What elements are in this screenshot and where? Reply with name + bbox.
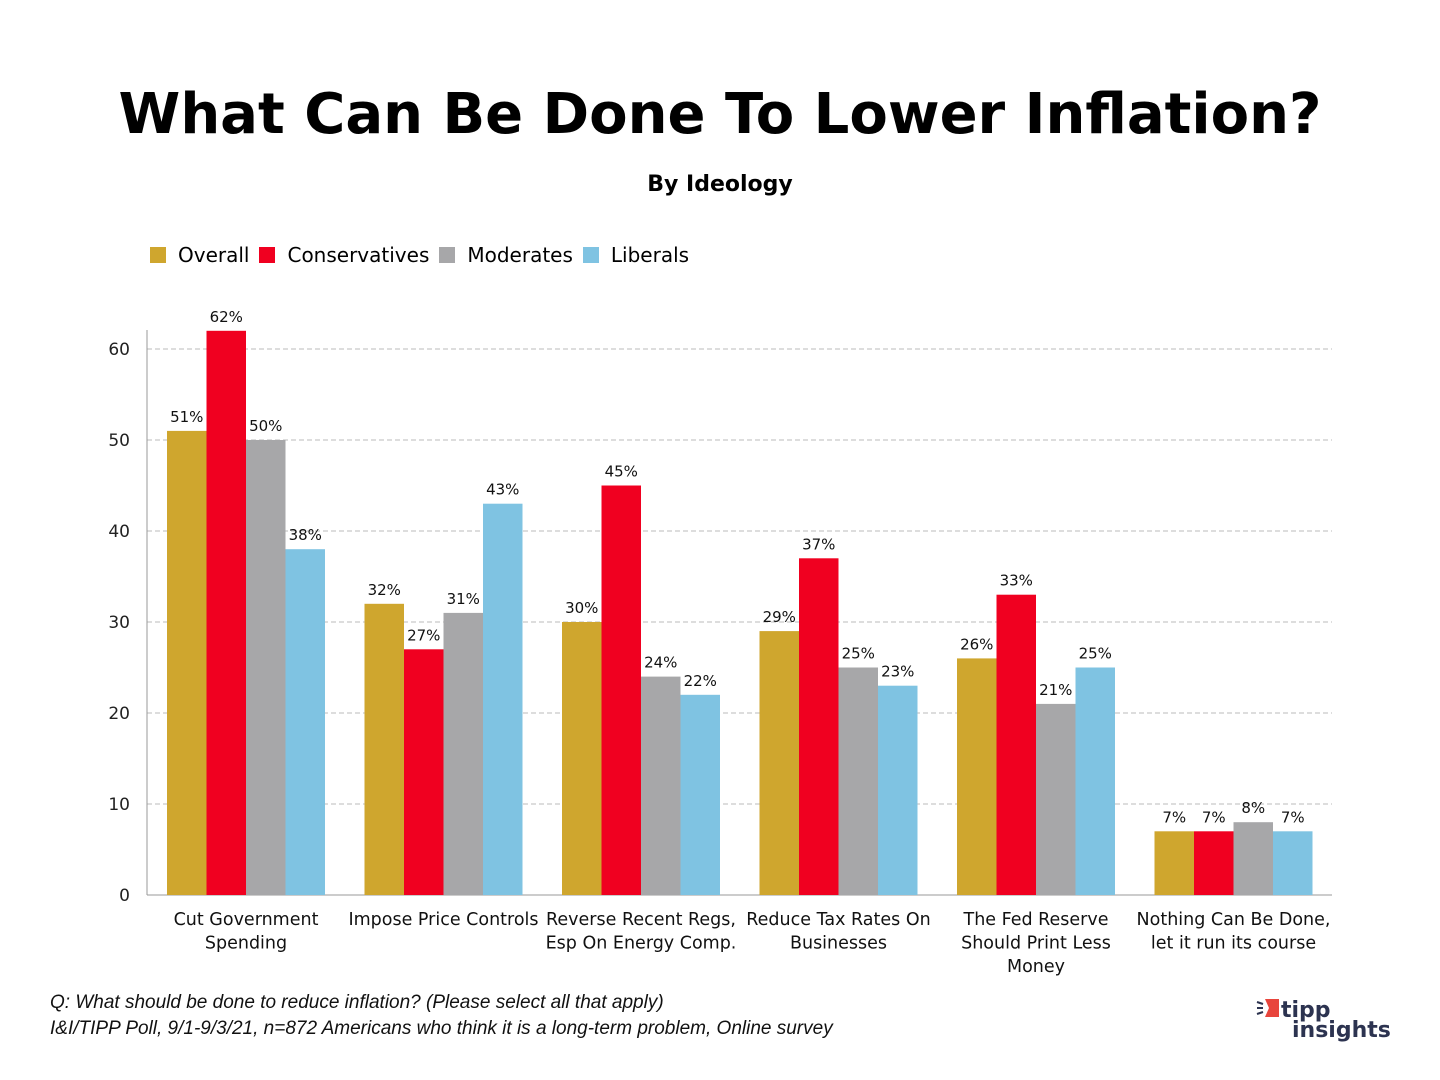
bar-liberals	[285, 549, 325, 895]
legend-label: Conservatives	[287, 243, 430, 267]
bar-overall	[957, 658, 997, 895]
y-tick-label: 40	[108, 522, 130, 542]
bar-conservatives	[996, 594, 1036, 895]
chart-subtitle: By Ideology	[647, 172, 793, 197]
data-label: 32%	[368, 581, 401, 599]
bar-liberals	[483, 503, 523, 895]
data-label: 43%	[486, 481, 519, 499]
bar-moderates	[838, 667, 878, 895]
x-tick-label: Cut Government	[174, 910, 319, 930]
y-tick-label: 50	[108, 431, 130, 451]
bar-moderates	[443, 612, 483, 895]
x-tick-label: Esp On Energy Comp.	[546, 934, 737, 954]
legend-item-overall: Overall	[150, 243, 249, 267]
x-tick-label: Should Print Less	[961, 934, 1111, 954]
legend-label: Moderates	[467, 243, 573, 267]
x-tick-label: The Fed Reserve	[963, 910, 1109, 930]
x-tick-label: Money	[1007, 957, 1065, 977]
bar-liberals	[878, 685, 918, 895]
data-label: 29%	[763, 608, 796, 626]
data-label: 7%	[1281, 808, 1305, 826]
x-tick-label: Spending	[205, 934, 287, 954]
legend-item-moderates: Moderates	[439, 243, 573, 267]
legend-swatch	[439, 247, 456, 263]
bar-liberals	[680, 694, 720, 895]
data-label: 31%	[447, 590, 480, 608]
bar-overall	[364, 603, 404, 895]
bar-overall	[759, 631, 799, 895]
bar-moderates	[246, 440, 286, 895]
bar-chart: 0 10 20 30 40 50 60 51% 62% 50% 38% Cut Government S…	[108, 308, 1332, 977]
chart-title: What Can Be Done To Lower Inflation?	[118, 82, 1322, 147]
data-label: 45%	[605, 463, 638, 481]
legend-label: Liberals	[610, 243, 690, 267]
bar-overall	[1154, 831, 1194, 895]
x-tick-label: Reverse Recent Regs,	[546, 910, 736, 930]
svg-text:insights: insights	[1292, 1018, 1391, 1043]
bar-conservatives	[404, 649, 444, 895]
y-tick-label: 10	[108, 795, 130, 815]
data-label: 25%	[1079, 645, 1112, 663]
data-label: 27%	[407, 626, 440, 644]
y-tick-label: 0	[119, 886, 130, 906]
data-label: 37%	[802, 535, 835, 553]
data-label: 21%	[1039, 681, 1072, 699]
data-label: 24%	[644, 654, 677, 672]
bar-liberals	[1075, 667, 1115, 895]
data-label: 25%	[842, 645, 875, 663]
data-label: 30%	[565, 599, 598, 617]
bar-overall	[562, 622, 602, 895]
bar-conservatives	[799, 558, 839, 895]
x-tick-label: Businesses	[790, 934, 887, 954]
bar-liberals	[1273, 831, 1313, 895]
y-tick-label: 20	[108, 704, 130, 724]
y-tick-label: 60	[108, 340, 130, 360]
data-label: 7%	[1202, 808, 1226, 826]
bar-moderates	[1233, 822, 1273, 895]
bar-moderates	[641, 676, 681, 895]
data-label: 7%	[1162, 808, 1186, 826]
data-label: 33%	[1000, 572, 1033, 590]
legend-item-conservatives: Conservatives	[259, 243, 429, 267]
data-label: 38%	[289, 526, 322, 544]
x-tick-label: Impose Price Controls	[348, 910, 538, 930]
footer-question: Q: What should be done to reduce inflati…	[50, 992, 664, 1013]
data-label: 62%	[210, 308, 243, 326]
bar-conservatives	[601, 485, 641, 895]
legend-swatch	[150, 247, 166, 263]
bar-conservatives	[1194, 831, 1234, 895]
legend-label: Overall	[178, 243, 250, 267]
svg-text:tipp: tipp	[1281, 998, 1331, 1023]
legend-swatch	[582, 247, 599, 263]
legend: Overall Conservatives Moderates Liberals	[150, 243, 689, 267]
legend-swatch	[259, 247, 276, 263]
y-tick-label: 30	[108, 613, 130, 633]
legend-item-liberals: Liberals	[582, 243, 690, 267]
footer-source: I&I/TIPP Poll, 9/1-9/3/21, n=872 America…	[50, 1018, 833, 1039]
data-label: 51%	[170, 408, 203, 426]
x-tick-label: Reduce Tax Rates On	[746, 910, 930, 930]
data-label: 26%	[960, 635, 993, 653]
x-tick-label: let it run its course	[1151, 934, 1316, 954]
data-label: 23%	[881, 663, 914, 681]
bar-overall	[167, 430, 207, 895]
bar-moderates	[1036, 703, 1076, 895]
data-label: 22%	[684, 672, 717, 690]
data-label: 50%	[249, 417, 282, 435]
bar-conservatives	[206, 330, 246, 895]
x-tick-label: Nothing Can Be Done,	[1137, 910, 1331, 930]
data-label: 8%	[1241, 799, 1265, 817]
tipp-insights-logo: tipp insights	[1256, 998, 1391, 1043]
